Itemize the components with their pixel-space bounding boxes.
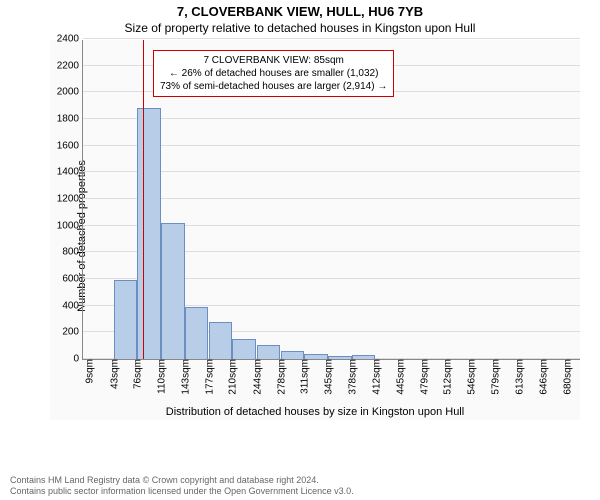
ytick-label: 1000 — [57, 220, 83, 231]
ytick-label: 800 — [62, 247, 83, 258]
xtick-label: 345sqm — [322, 359, 335, 395]
xtick-label: 412sqm — [370, 359, 383, 395]
xtick-label: 143sqm — [178, 359, 191, 395]
xtick-label: 9sqm — [83, 359, 96, 383]
histogram-bar — [209, 322, 232, 359]
ytick-label: 1800 — [57, 114, 83, 125]
xtick-label: 512sqm — [441, 359, 454, 395]
ytick-label: 600 — [62, 274, 83, 285]
histogram-bar — [257, 345, 280, 359]
histogram-bar — [161, 223, 184, 359]
footer-line-1: Contains HM Land Registry data © Crown c… — [10, 475, 590, 487]
histogram-bar — [114, 280, 137, 359]
info-line: ← 26% of detached houses are smaller (1,… — [160, 67, 387, 80]
xtick-label: 680sqm — [560, 359, 573, 395]
xtick-label: 210sqm — [226, 359, 239, 395]
xtick-label: 479sqm — [417, 359, 430, 395]
histogram-bar — [137, 108, 160, 359]
x-axis-label: Distribution of detached houses by size … — [50, 406, 580, 418]
xtick-label: 311sqm — [298, 359, 311, 394]
xtick-label: 43sqm — [107, 359, 120, 389]
title-main: 7, CLOVERBANK VIEW, HULL, HU6 7YB — [0, 0, 600, 19]
ytick-label: 1400 — [57, 167, 83, 178]
ytick-label: 400 — [62, 300, 83, 311]
xtick-label: 579sqm — [488, 359, 501, 395]
reference-line — [143, 40, 144, 359]
title-sub: Size of property relative to detached ho… — [0, 19, 600, 35]
xtick-label: 378sqm — [345, 359, 358, 395]
xtick-label: 278sqm — [274, 359, 287, 395]
xtick-label: 110sqm — [155, 359, 168, 394]
footer-line-2: Contains public sector information licen… — [10, 486, 590, 498]
ytick-label: 1600 — [57, 140, 83, 151]
ytick-label: 2200 — [57, 60, 83, 71]
info-box: 7 CLOVERBANK VIEW: 85sqm← 26% of detache… — [153, 50, 394, 97]
xtick-label: 445sqm — [393, 359, 406, 395]
histogram-bar — [281, 351, 304, 359]
footer: Contains HM Land Registry data © Crown c… — [0, 475, 600, 498]
xtick-label: 177sqm — [202, 359, 215, 395]
ytick-label: 200 — [62, 327, 83, 338]
xtick-label: 613sqm — [513, 359, 526, 395]
info-line: 73% of semi-detached houses are larger (… — [160, 80, 387, 93]
gridline — [83, 38, 580, 39]
ytick-label: 2400 — [57, 34, 83, 45]
histogram-bar — [232, 339, 255, 359]
xtick-label: 76sqm — [131, 359, 144, 389]
plot-area: 0200400600800100012001400160018002000220… — [82, 40, 580, 360]
histogram-bar — [185, 307, 208, 359]
ytick-label: 1200 — [57, 194, 83, 205]
xtick-label: 646sqm — [536, 359, 549, 395]
ytick-label: 2000 — [57, 87, 83, 98]
chart-area: Number of detached properties 0200400600… — [50, 40, 580, 420]
xtick-label: 244sqm — [250, 359, 263, 395]
info-line: 7 CLOVERBANK VIEW: 85sqm — [160, 54, 387, 67]
xtick-label: 546sqm — [465, 359, 478, 395]
